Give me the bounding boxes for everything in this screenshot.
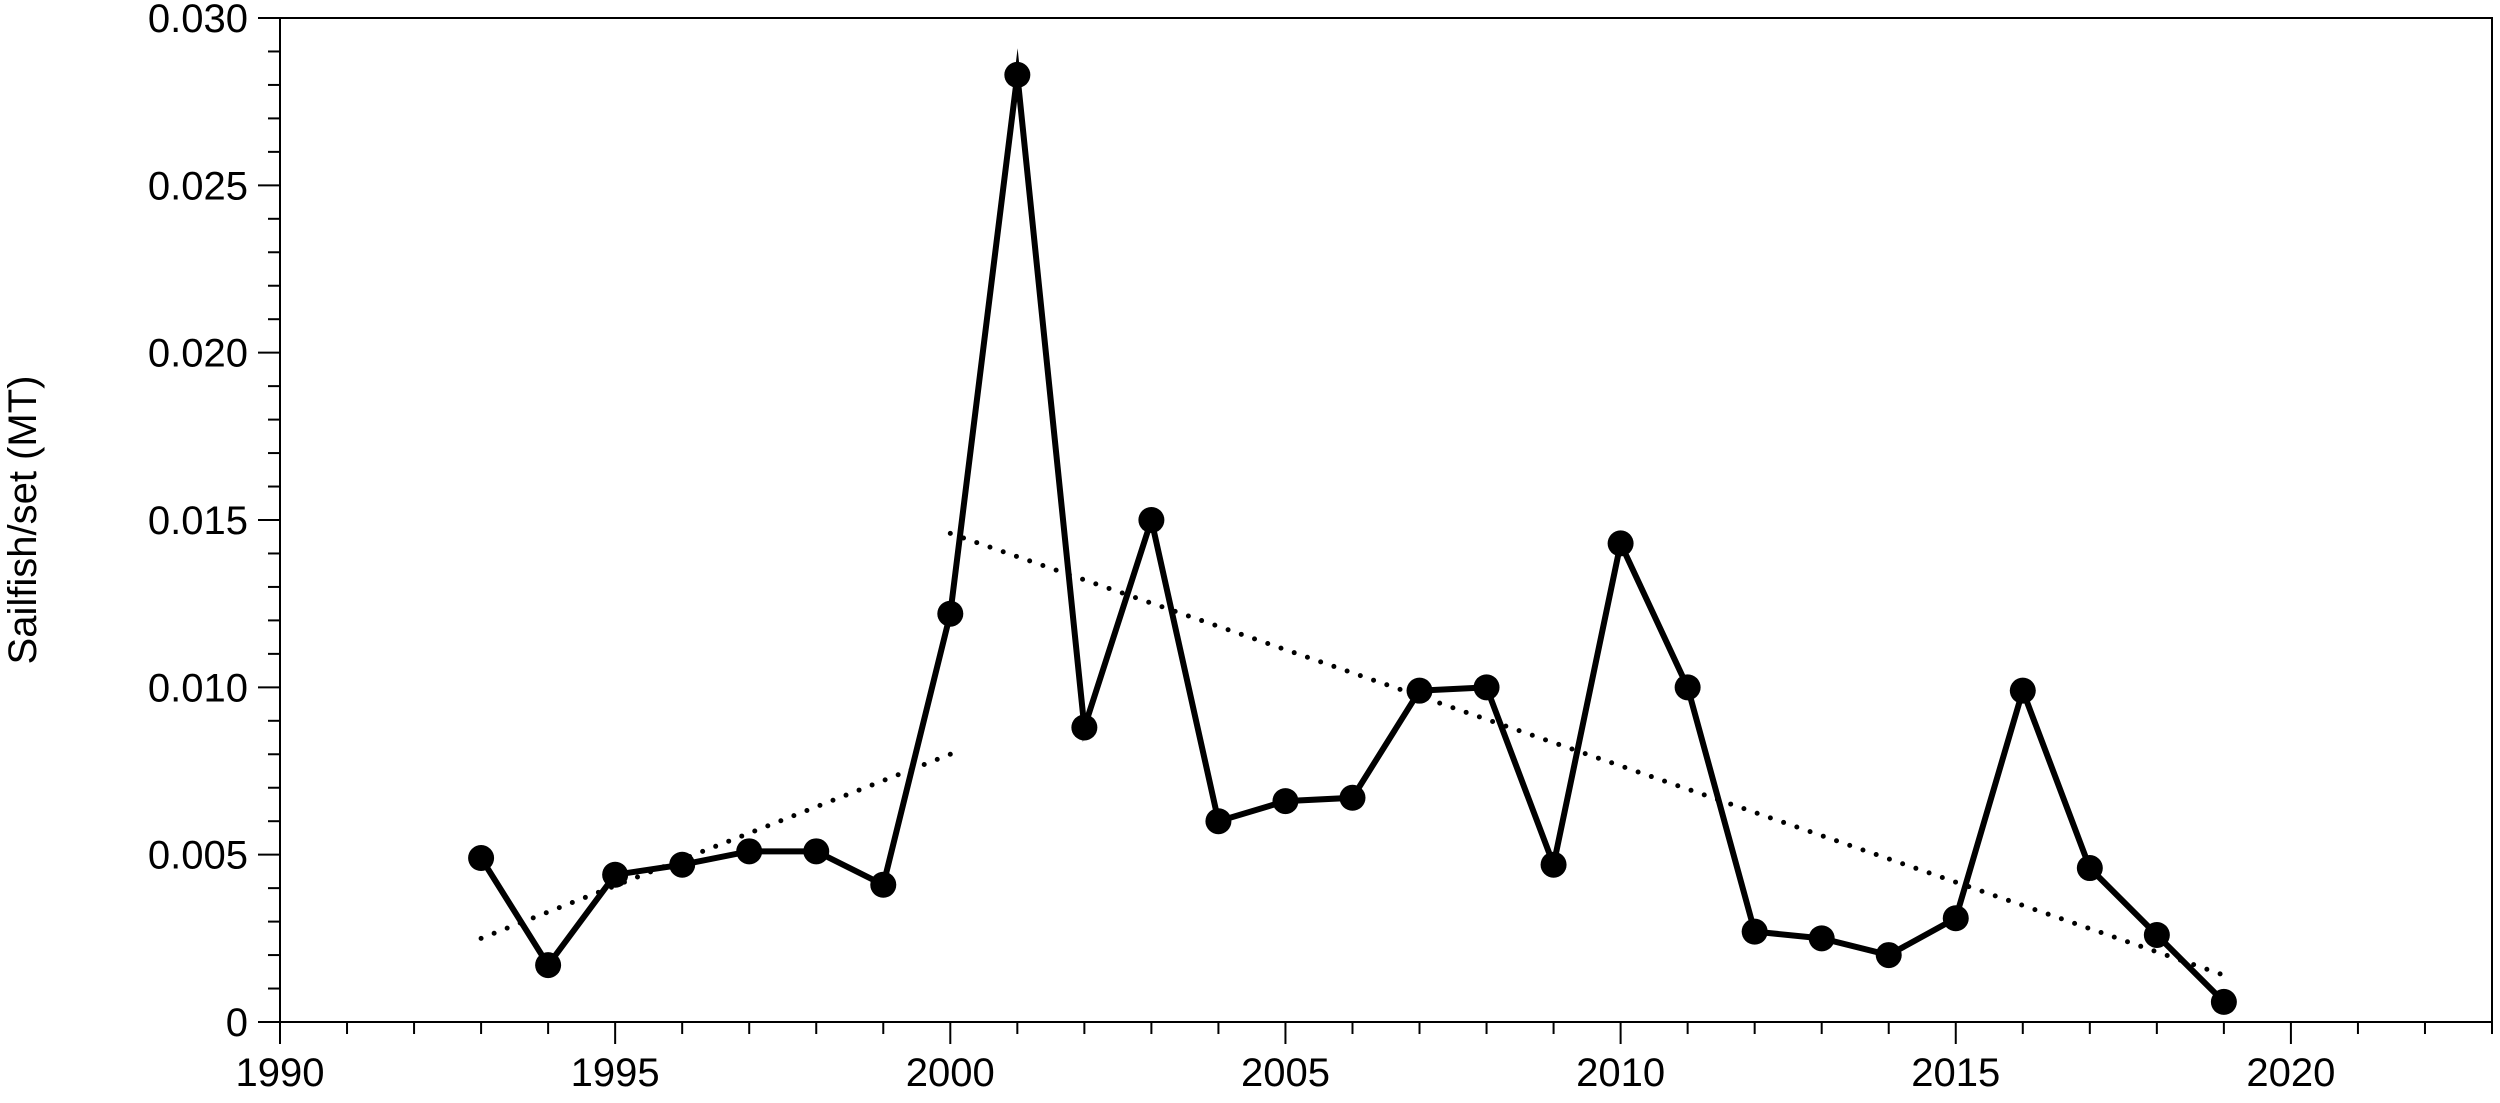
x-tick-label: 2020 xyxy=(2246,1051,2335,1095)
data-point xyxy=(1942,905,1969,932)
y-tick-label: 0.025 xyxy=(148,164,248,208)
x-axis-ticks xyxy=(279,1022,2493,1044)
data-point xyxy=(1473,674,1500,701)
series-lines xyxy=(478,48,2226,1005)
y-axis-tick-labels: 0 0.005 0.010 0.015 0.020 0.025 0.030 xyxy=(148,0,248,1045)
data-point xyxy=(870,871,897,898)
data-point xyxy=(736,838,763,865)
data-point xyxy=(803,838,830,865)
data-point xyxy=(1406,677,1433,704)
data-point xyxy=(1674,674,1701,701)
data-point xyxy=(2210,988,2237,1015)
y-tick-label: 0.020 xyxy=(148,332,248,376)
y-tick-label: 0.005 xyxy=(148,834,248,878)
data-point xyxy=(2009,677,2036,704)
series-line xyxy=(478,48,2226,1005)
data-point xyxy=(1339,784,1366,811)
data-point xyxy=(1607,530,1634,557)
trend-lines xyxy=(478,530,2227,978)
x-tick-label: 2015 xyxy=(1911,1051,2000,1095)
data-point xyxy=(602,861,629,888)
data-point xyxy=(1071,714,1098,741)
y-tick-label: 0.015 xyxy=(148,499,248,543)
series-markers xyxy=(468,61,2237,1015)
data-point xyxy=(2076,855,2103,882)
data-point xyxy=(1004,61,1031,88)
data-point xyxy=(1272,788,1299,815)
data-point xyxy=(1540,851,1567,878)
x-tick-label: 1990 xyxy=(236,1051,325,1095)
data-point xyxy=(1875,942,1902,969)
y-axis-ticks xyxy=(258,17,280,1023)
x-tick-label: 2000 xyxy=(906,1051,995,1095)
y-tick-label: 0 xyxy=(226,1001,248,1045)
data-point xyxy=(669,851,696,878)
data-point xyxy=(1741,918,1768,945)
x-tick-label: 1995 xyxy=(571,1051,660,1095)
x-tick-label: 2005 xyxy=(1241,1051,1330,1095)
y-tick-label: 0.010 xyxy=(148,666,248,710)
data-point xyxy=(468,845,495,872)
x-tick-label: 2010 xyxy=(1576,1051,1665,1095)
data-point xyxy=(2143,921,2170,948)
data-point xyxy=(1205,808,1232,835)
trend-line xyxy=(478,751,953,941)
data-point xyxy=(937,600,964,627)
trend-line xyxy=(947,530,2227,978)
data-point xyxy=(1808,925,1835,952)
data-point xyxy=(1138,507,1165,533)
y-tick-label: 0.030 xyxy=(148,0,248,41)
x-axis-tick-labels: 1990 1995 2000 2005 2010 2015 2020 xyxy=(236,1051,2336,1095)
data-point xyxy=(535,952,562,979)
y-axis-title: Sailfish/set (MT) xyxy=(1,376,45,665)
